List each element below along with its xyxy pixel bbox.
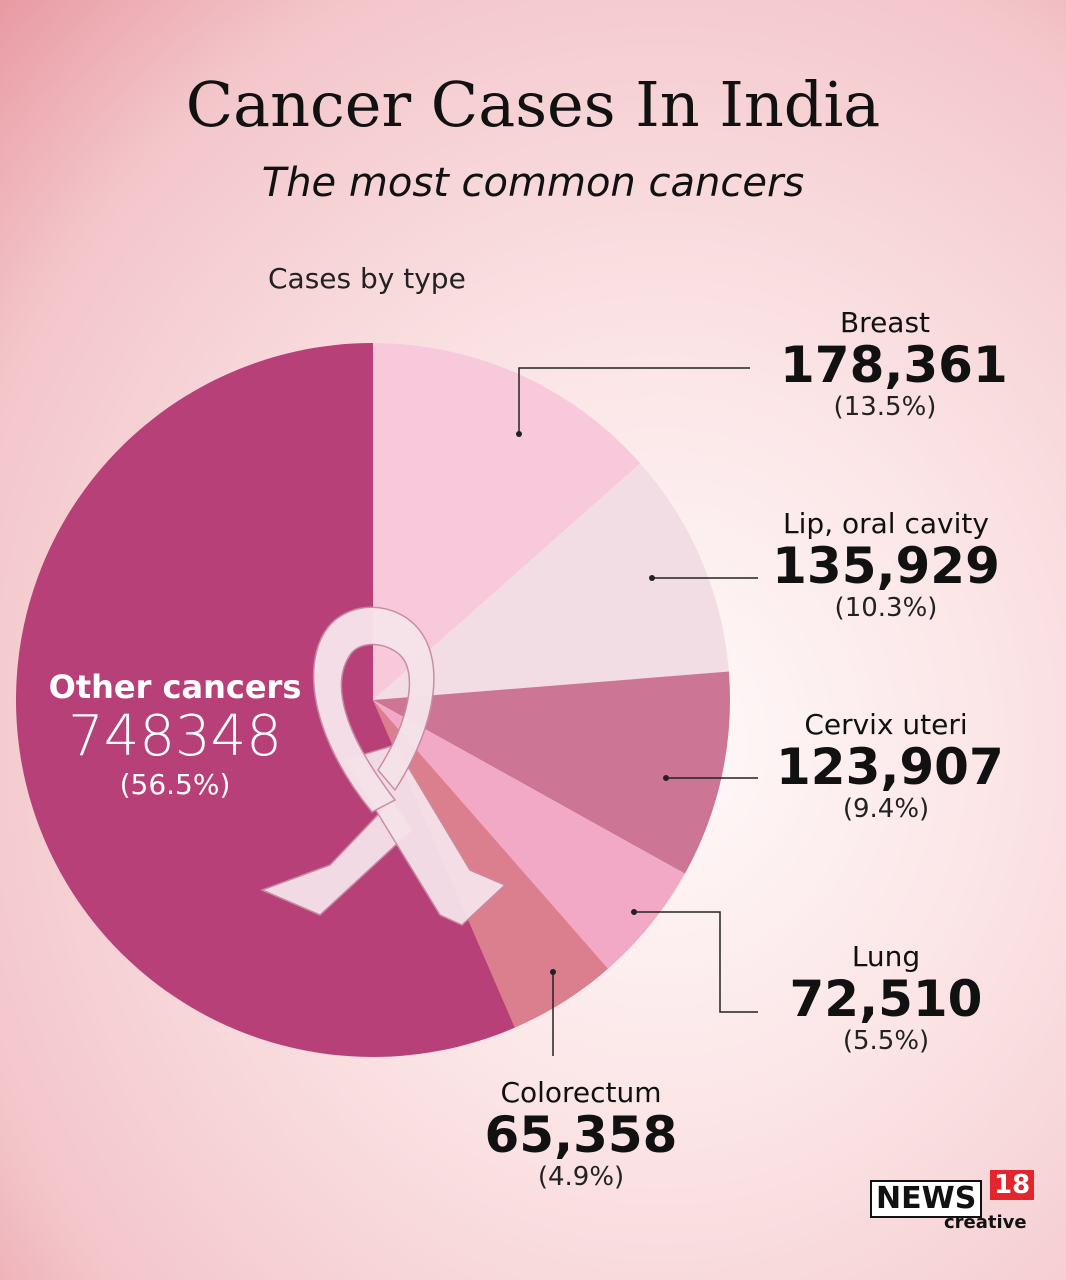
pie-slice-lung <box>373 700 685 969</box>
pie-slice-colorectum <box>373 700 609 1028</box>
slice-percent: (4.9%) <box>537 1161 625 1192</box>
label-colorectum: Colorectum 65,358 (4.9%) <box>476 1076 686 1192</box>
pie-slice-breast <box>373 343 641 700</box>
logo-news-text: NEWS <box>870 1180 983 1218</box>
cases-by-type-label: Cases by type <box>268 262 466 295</box>
slice-percent: (56.5%) <box>119 767 231 801</box>
label-other-cancers: Other cancers 748348 (56.5%) <box>30 668 320 801</box>
slice-name: Lip, oral cavity <box>783 507 989 540</box>
pie-slice-other-cancers <box>16 343 515 1057</box>
slice-percent: (13.5%) <box>833 391 937 422</box>
label-lung: Lung 72,510 (5.5%) <box>786 940 986 1056</box>
slice-name: Lung <box>851 940 921 973</box>
slice-percent: (10.3%) <box>834 592 938 623</box>
breast-leader-dot <box>516 431 522 437</box>
label-breast: Breast 178,361 (13.5%) <box>780 306 1008 422</box>
slice-value: 135,929 <box>772 537 1000 595</box>
lip-oral-cavity-leader-dot <box>649 575 655 581</box>
page-title: Cancer Cases In India <box>185 68 881 141</box>
awareness-ribbon-icon <box>259 606 507 926</box>
slice-value: 72,510 <box>789 970 983 1028</box>
slice-name: Breast <box>839 306 931 339</box>
label-lip-oral-cavity: Lip, oral cavity 135,929 (10.3%) <box>770 507 1002 623</box>
slice-value: 123,907 <box>776 738 1004 796</box>
colorectum-leader-dot <box>550 969 556 975</box>
slice-name: Cervix uteri <box>804 708 968 741</box>
slice-name: Colorectum <box>500 1076 662 1109</box>
cervix-uteri-leader-dot <box>663 775 669 781</box>
lung-leader-line <box>634 911 758 1013</box>
logo-number: 18 <box>990 1170 1035 1200</box>
news18-logo: NEWS 18 creative <box>870 1168 1035 1233</box>
slice-name: Other cancers <box>48 668 302 706</box>
ribbon-part <box>312 606 435 813</box>
slice-percent: (5.5%) <box>842 1025 930 1056</box>
pie-slice-lip-oral-cavity <box>373 463 729 700</box>
breast-leader-line <box>518 367 750 434</box>
pie-slice-cervix-uteri <box>373 671 730 874</box>
slice-value: 178,361 <box>780 336 1008 394</box>
slice-value: 65,358 <box>484 1106 678 1164</box>
logo-tagline: creative <box>944 1212 1027 1233</box>
lung-leader-dot <box>631 909 637 915</box>
page-subtitle: The most common cancers <box>261 160 805 206</box>
label-cervix-uteri: Cervix uteri 123,907 (9.4%) <box>776 708 1004 824</box>
slice-value: 748348 <box>68 704 282 769</box>
slice-percent: (9.4%) <box>842 793 930 824</box>
